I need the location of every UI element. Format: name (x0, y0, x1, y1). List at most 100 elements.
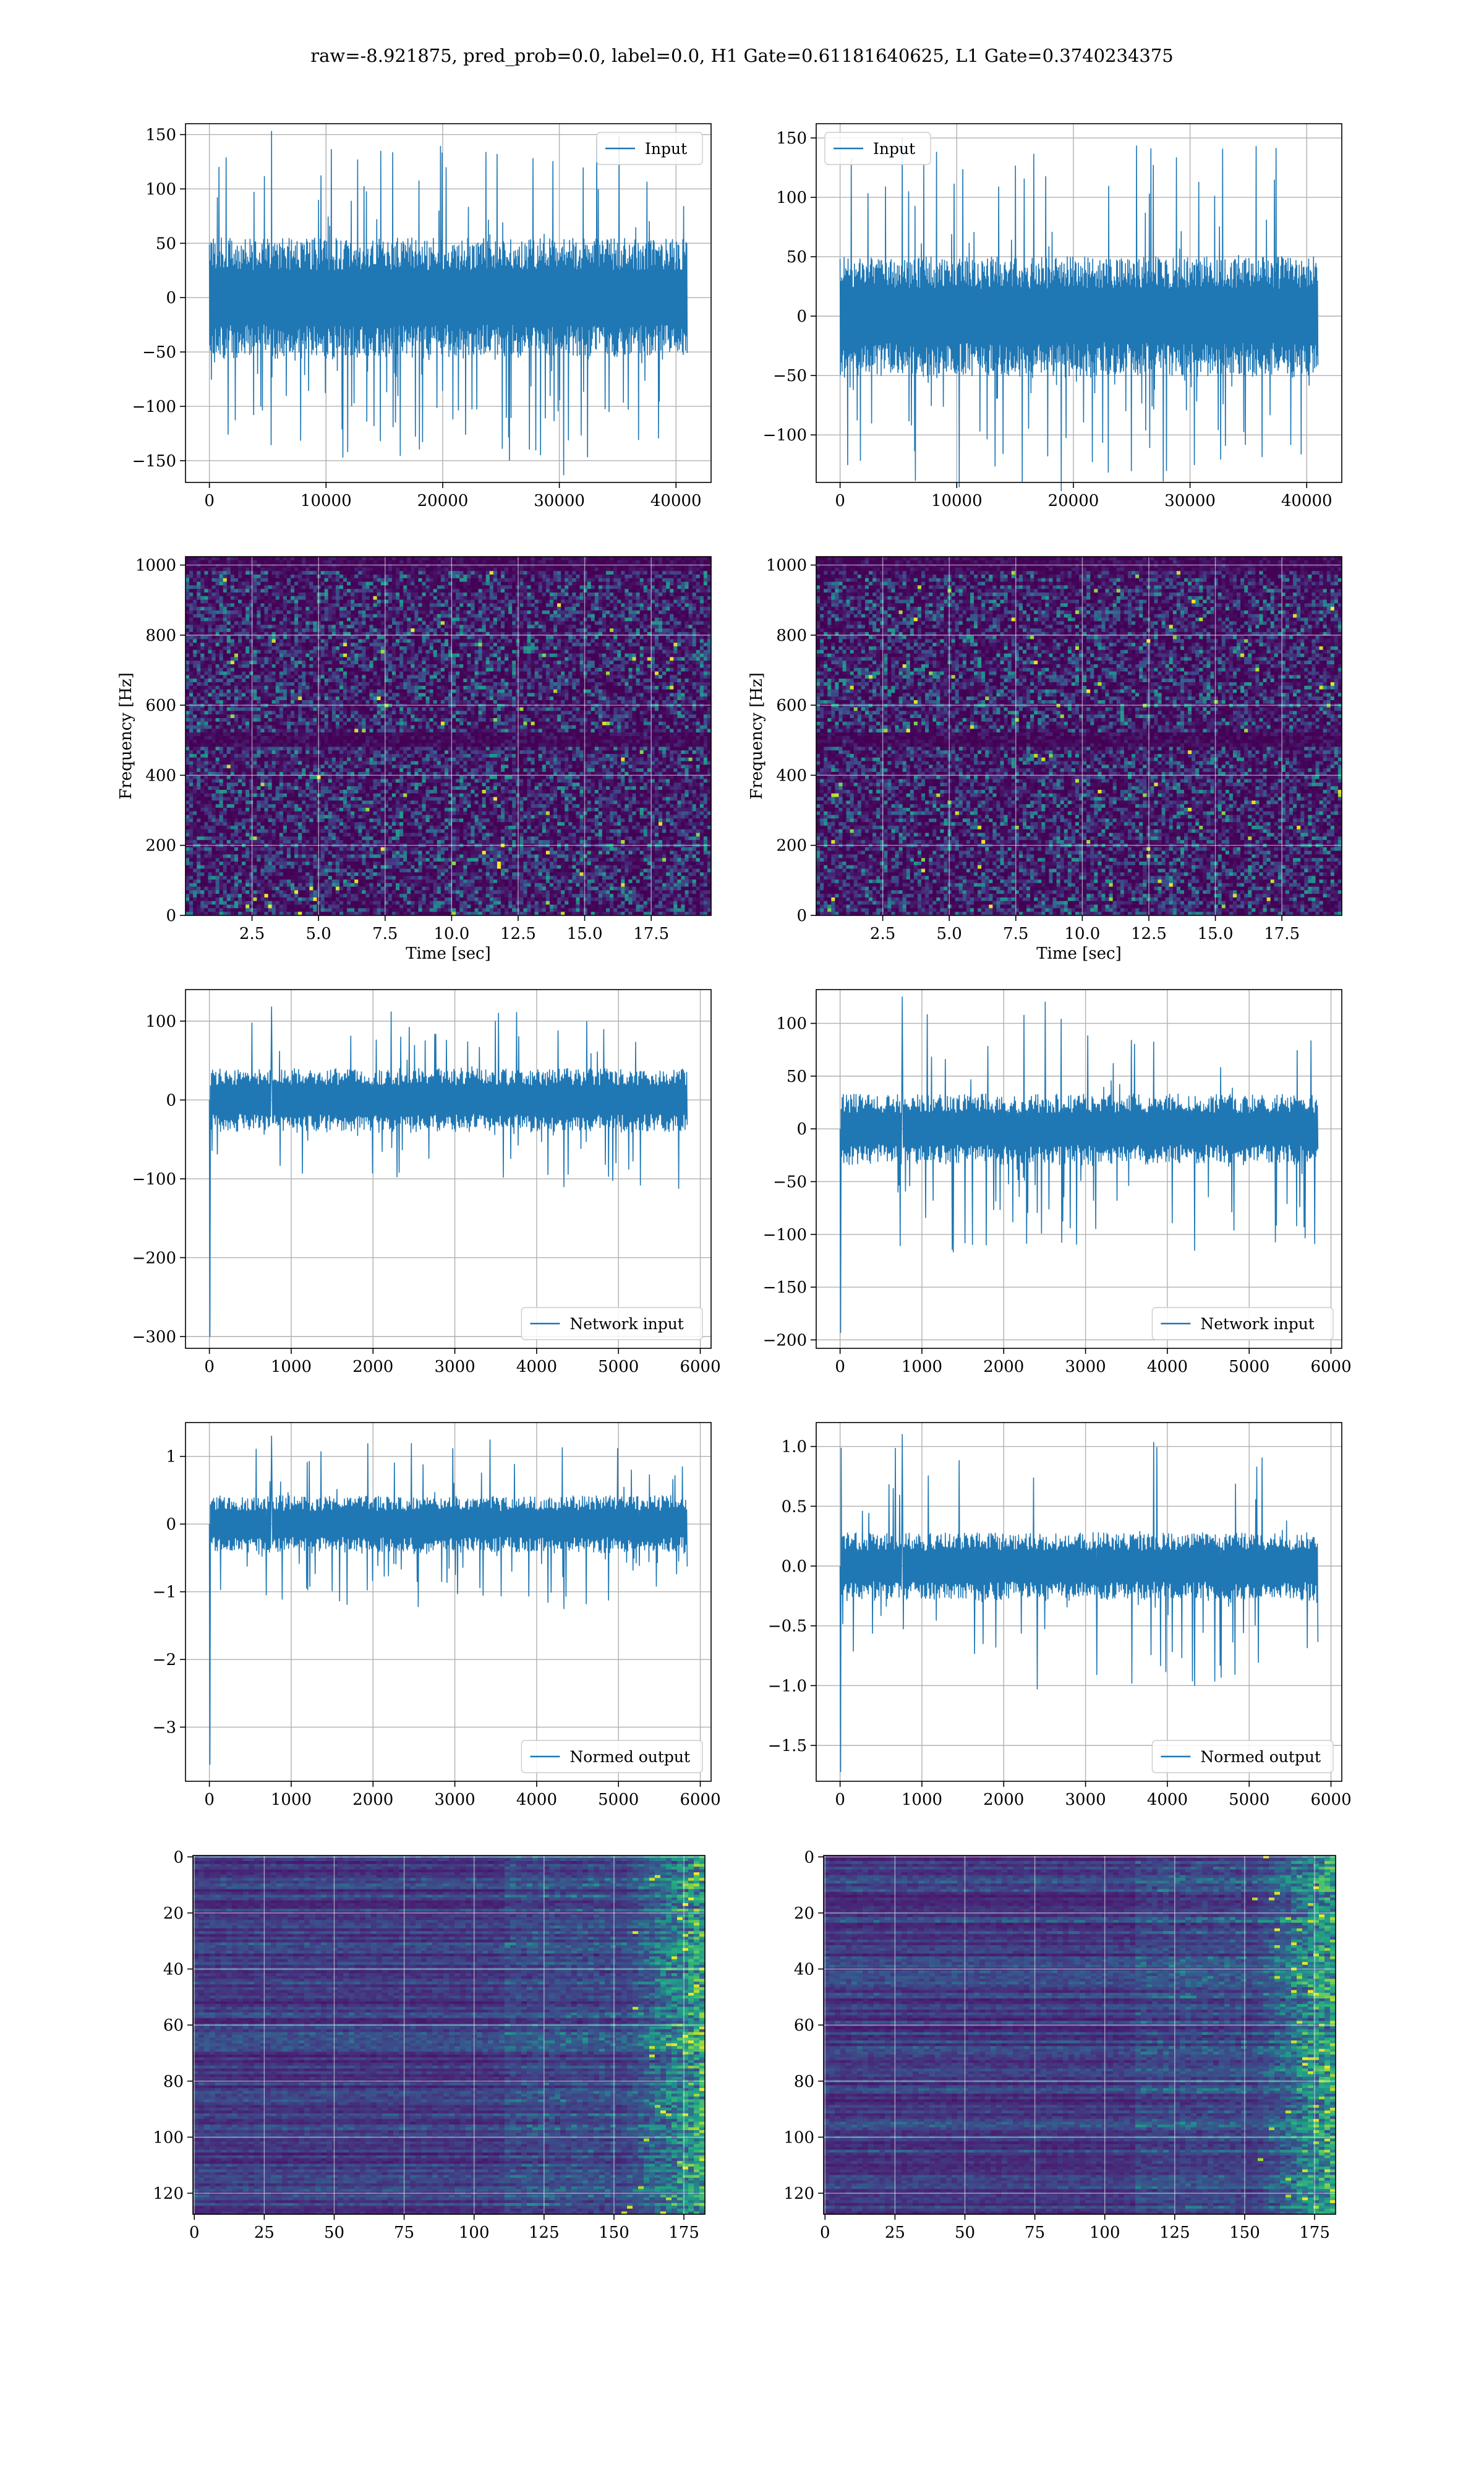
legend: Input (824, 132, 931, 165)
axes-frame (185, 989, 712, 1349)
y-tick-label: 20 (163, 1904, 184, 1923)
panel-h1-normed-output: 0 1000 2000 3000 4000 5000 6000 −3 −2 −1 0 1 Normed … (153, 1422, 721, 1809)
axes-background (816, 990, 1342, 1348)
x-tick-label: 0 (835, 492, 845, 510)
y-tick-label: −100 (763, 426, 807, 445)
x-tick-label: 2.5 (239, 925, 265, 943)
y-tick-label: −200 (132, 1249, 176, 1267)
y-tick-label: 50 (787, 248, 807, 267)
y-tick-label: −300 (132, 1328, 176, 1346)
signal-line (208, 131, 688, 476)
y-tick-label: −2 (153, 1651, 176, 1669)
x-tick-label: 5.0 (306, 925, 331, 943)
axes-frame (816, 556, 1342, 916)
x-tick-label: 0 (820, 2224, 830, 2242)
x-tick-label: 175 (1299, 2224, 1330, 2242)
x-tick-label: 4000 (516, 1358, 557, 1376)
x-tick-label: 20000 (417, 492, 469, 510)
y-tick-label: −1.0 (768, 1677, 807, 1695)
x-tick-label: 17.5 (633, 925, 669, 943)
x-tick-label: 1000 (902, 1791, 942, 1809)
panel-l1-normed-output: 0 1000 2000 3000 4000 5000 6000 −1.5 −1.0 −0.5 0.0… (768, 1422, 1352, 1809)
x-tick-label: 6000 (680, 1791, 720, 1809)
x-tick-label: 125 (1159, 2224, 1190, 2242)
y-tick-label: −0.5 (768, 1617, 807, 1636)
y-tick-label: 0 (166, 289, 176, 307)
x-tick-label: 25 (254, 2224, 275, 2242)
signal-line (208, 1436, 688, 1765)
x-tick-label: 20000 (1048, 492, 1099, 510)
x-tick-label: 1000 (271, 1358, 312, 1376)
axes-frame (823, 1855, 1336, 2215)
x-tick-label: 3000 (1065, 1358, 1106, 1376)
signal-line (839, 137, 1319, 492)
y-tick-label: 60 (794, 2016, 814, 2035)
y-tick-label: 0.0 (782, 1557, 807, 1576)
y-tick-label: 800 (776, 627, 807, 645)
axes-frame (192, 1855, 706, 2215)
x-tick-label: 3000 (434, 1358, 475, 1376)
y-tick-label: 600 (145, 696, 176, 715)
x-tick-label: 15.0 (567, 925, 603, 943)
y-tick-label: 100 (776, 1015, 807, 1034)
panel-h1-network-input: 0 1000 2000 3000 4000 5000 6000 −300 −200 −100 0 10… (132, 989, 721, 1376)
x-tick-label: 7.5 (372, 925, 398, 943)
legend: Normed output (521, 1740, 703, 1773)
x-tick-label: 5000 (598, 1358, 639, 1376)
x-axis-label: Time [sec] (406, 944, 491, 963)
x-tick-label: 6000 (1310, 1358, 1351, 1376)
panel-h1-input: 0 10000 20000 30000 40000 −150 −100 −50 0 50 100 15… (132, 123, 712, 510)
x-tick-label: 4000 (1147, 1791, 1188, 1809)
x-tick-label: 15.0 (1198, 925, 1234, 943)
legend: Network input (1151, 1307, 1334, 1340)
y-tick-label: 0 (166, 1091, 176, 1110)
y-tick-label: 20 (794, 1904, 814, 1923)
axes-background (186, 990, 711, 1348)
y-tick-label: 50 (156, 234, 176, 253)
panel-l1-input: 0 10000 20000 30000 40000 −100 −50 0 50 100 150 Inp… (763, 123, 1342, 510)
legend-label: Network input (1200, 1315, 1314, 1333)
y-tick-label: 100 (145, 1012, 176, 1031)
x-tick-label: 100 (459, 2224, 490, 2242)
axes-frame (185, 556, 712, 916)
x-tick-label: 150 (1229, 2224, 1260, 2242)
y-tick-label: −3 (153, 1718, 176, 1737)
y-tick-label: 100 (145, 180, 176, 199)
panels: 0 10000 20000 30000 40000−150−100−5005010015… (117, 123, 1352, 2242)
legend-box (521, 1740, 703, 1773)
y-tick-label: 80 (794, 2073, 814, 2091)
legend-label: Normed output (1200, 1748, 1321, 1766)
y-tick-label: 400 (776, 766, 807, 785)
x-tick-label: 75 (394, 2224, 414, 2242)
legend-label: Network input (569, 1315, 683, 1333)
x-tick-label: 0 (835, 1791, 845, 1809)
y-tick-label: 200 (145, 837, 176, 855)
panel-l1-spectrogram: 2.5 5.0 7.5 10.0 12.5 15.0 17.5 0 200 400 600 800 10… (748, 556, 1342, 963)
y-tick-label: 1 (166, 1448, 176, 1466)
y-tick-label: 40 (794, 1961, 814, 1979)
y-tick-label: −100 (132, 398, 176, 416)
y-tick-label: 50 (787, 1068, 807, 1086)
x-tick-label: 2000 (352, 1791, 393, 1809)
axes-frame (816, 123, 1342, 483)
x-tick-label: 12.5 (500, 925, 536, 943)
spectrogram-image (816, 557, 1342, 916)
x-tick-label: 150 (599, 2224, 629, 2242)
x-tick-label: 12.5 (1131, 925, 1167, 943)
x-tick-label: 10.0 (1064, 925, 1100, 943)
y-tick-label: 1000 (135, 557, 176, 575)
y-tick-label: 0 (166, 907, 176, 925)
legend: Input (596, 132, 703, 165)
y-tick-label: 150 (145, 126, 176, 145)
y-tick-label: −50 (773, 1173, 807, 1191)
y-axis-label: Frequency [Hz] (117, 672, 135, 800)
x-tick-label: 100 (1090, 2224, 1120, 2242)
x-tick-label: 30000 (1164, 492, 1216, 510)
feature-map-image (193, 1856, 706, 2215)
y-tick-label: 100 (776, 189, 807, 207)
legend-box (1151, 1307, 1334, 1340)
x-tick-label: 10000 (931, 492, 983, 510)
y-tick-label: −50 (142, 343, 176, 362)
y-tick-label: 0 (796, 907, 807, 925)
x-tick-label: 0 (835, 1358, 845, 1376)
